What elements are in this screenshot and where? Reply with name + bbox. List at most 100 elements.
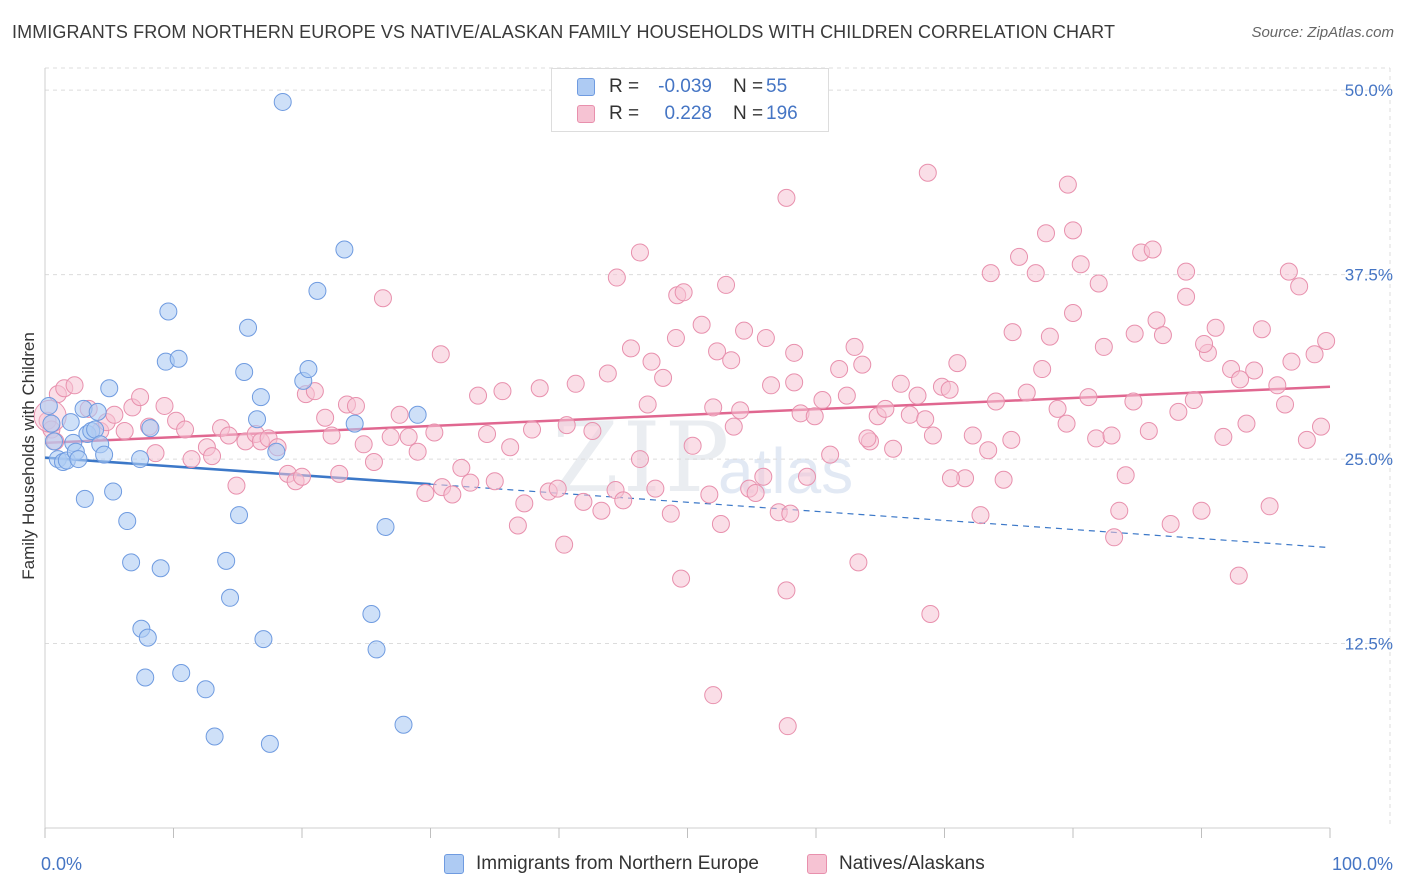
natives-alaskans-point [1079, 388, 1098, 407]
natives-alaskans-point [131, 388, 150, 407]
natives-alaskans-point [746, 484, 765, 503]
natives-alaskans-point [1125, 324, 1144, 343]
northern-europe-point [273, 92, 292, 111]
natives-alaskans-point [354, 435, 373, 454]
legend-r-label: R = [609, 76, 640, 97]
natives-alaskans-point [182, 450, 201, 469]
natives-alaskans-point [508, 516, 527, 535]
natives-alaskans-point [717, 275, 736, 294]
natives-alaskans-point [711, 515, 730, 533]
natives-alaskans-point [704, 686, 723, 705]
natives-alaskans-point [146, 444, 165, 463]
y-tick-label: 12.5% [1345, 635, 1393, 654]
natives-alaskans-point [1037, 224, 1056, 243]
axes [44, 68, 1331, 838]
northern-europe-point [254, 630, 273, 649]
x-tick-label-max: 100.0% [1332, 854, 1393, 874]
natives-alaskans-point [574, 492, 593, 511]
natives-alaskans-point [1195, 334, 1214, 353]
natives-alaskans-point [672, 569, 691, 588]
natives-alaskans-point [176, 420, 195, 439]
natives-alaskans-point [700, 485, 719, 504]
natives-alaskans-point [1317, 332, 1336, 351]
northern-europe-points [39, 92, 427, 753]
natives-alaskans-point [399, 427, 418, 446]
northern-europe-point [61, 413, 80, 432]
natives-alaskans-point [485, 472, 504, 491]
legend-n-value: 55 [766, 76, 788, 97]
natives-alaskans-point [381, 427, 400, 446]
northern-europe-point [169, 349, 188, 368]
natives-alaskans-point [891, 374, 910, 393]
northern-europe-point [196, 680, 215, 699]
legend-label-natives-alaskans: Natives/Alaskans [839, 853, 985, 874]
northern-europe-point [408, 405, 427, 424]
natives-alaskans-point [884, 439, 903, 458]
natives-alaskans-point [722, 351, 741, 370]
legend-n-label: N = [733, 103, 764, 124]
natives-alaskans-point [735, 321, 754, 340]
natives-alaskans-point [1094, 337, 1113, 356]
natives-alaskans-point [916, 410, 935, 429]
legend-label-northern-europe: Immigrants from Northern Europe [476, 853, 759, 874]
natives-alaskans-point [1237, 414, 1256, 433]
natives-alaskans-point [821, 445, 840, 464]
natives-alaskans-point [1033, 360, 1052, 379]
northern-europe-point [151, 559, 170, 578]
northern-europe-point [69, 450, 88, 469]
natives-alaskans-point [390, 405, 409, 424]
natives-alaskans-point [1089, 274, 1108, 293]
natives-alaskans-point [65, 376, 84, 395]
natives-alaskans-point [900, 405, 919, 424]
natives-alaskans-point [557, 416, 576, 435]
natives-alaskans-point [330, 464, 349, 483]
natives-alaskans-point [661, 504, 680, 523]
natives-alaskans-point [630, 450, 649, 469]
natives-alaskans-point [346, 396, 365, 415]
northern-europe-point [345, 414, 364, 433]
natives-alaskans-point [704, 398, 723, 417]
natives-alaskans-point [918, 163, 937, 182]
natives-alaskans-point [555, 535, 574, 554]
natives-alaskans-point [461, 473, 480, 492]
natives-alaskans-point [981, 264, 1000, 283]
northern-europe-point [88, 402, 107, 421]
natives-alaskans-point [1040, 327, 1059, 346]
natives-alaskans-point [683, 436, 702, 455]
natives-alaskans-point [530, 379, 549, 398]
natives-alaskans-point [1139, 422, 1158, 441]
northern-europe-point [75, 489, 94, 508]
natives-alaskans-point [1312, 417, 1331, 436]
natives-alaskans-point [322, 426, 341, 445]
natives-alaskans-point [777, 188, 796, 207]
natives-alaskans-point [1110, 501, 1129, 520]
natives-alaskans-point [1177, 262, 1196, 281]
natives-alaskans-point [1026, 264, 1045, 283]
natives-alaskans-point [1206, 318, 1225, 337]
natives-alaskans-point [614, 491, 633, 510]
natives-alaskans-point [1305, 345, 1324, 364]
natives-alaskans-point [674, 283, 693, 302]
blue-swatch-icon [577, 78, 595, 96]
northern-europe-point [308, 281, 327, 300]
y-tick-label: 50.0% [1345, 81, 1393, 100]
natives-alaskans-point [724, 417, 743, 436]
natives-alaskans-point [592, 501, 611, 520]
natives-alaskans-point [798, 467, 817, 486]
natives-alaskans-point [876, 399, 895, 418]
northern-europe-point [159, 302, 178, 321]
natives-alaskans-point [785, 343, 804, 362]
natives-alaskans-point [566, 374, 585, 393]
northern-europe-point [44, 432, 63, 451]
natives-alaskans-point [1245, 361, 1264, 380]
natives-alaskans-point [754, 467, 773, 486]
natives-alaskans-point [1153, 326, 1172, 345]
natives-alaskans-point [1017, 383, 1036, 402]
northern-europe-point [172, 664, 191, 683]
northern-europe-point [367, 640, 386, 659]
natives-alaskans-point [1214, 427, 1233, 446]
northern-europe-point [221, 588, 240, 607]
axis-tick-labels: 12.5% 25.0% 37.5% 50.0% 0.0% 100.0% [41, 81, 1393, 874]
natives-alaskans-point [431, 345, 450, 364]
